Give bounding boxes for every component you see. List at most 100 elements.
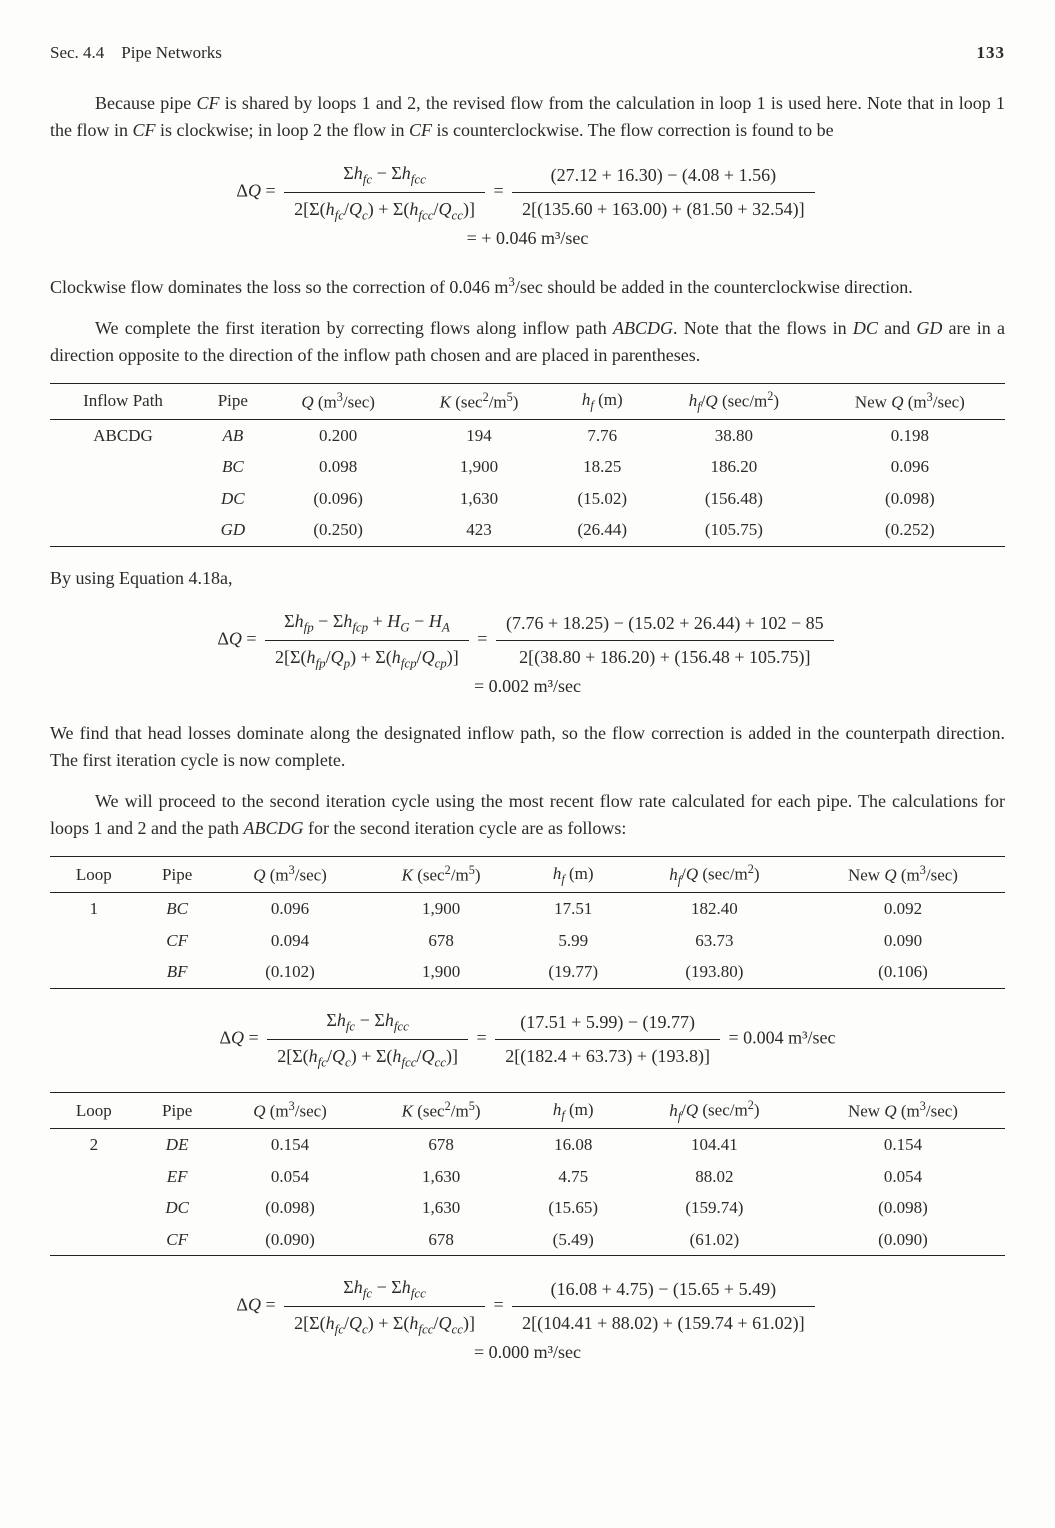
table-cell: 678: [364, 925, 519, 957]
col-q: Q (m3/sec): [270, 383, 407, 419]
col-k: K (sec2/m5): [407, 383, 552, 419]
eq1-den: 2[(135.60 + 163.00) + (81.50 + 32.54)]: [512, 193, 814, 223]
paragraph-2: Clockwise flow dominates the loss so the…: [50, 272, 1005, 301]
table-cell: GD: [196, 514, 270, 546]
table-cell: 17.51: [519, 893, 628, 925]
table-cell: [50, 1192, 138, 1224]
table-cell: 104.41: [628, 1129, 801, 1161]
table-cell: 0.092: [801, 893, 1005, 925]
table-row: EF0.0541,6304.7588.020.054: [50, 1161, 1005, 1193]
table-cell: 0.094: [217, 925, 364, 957]
table-cell: 0.154: [801, 1129, 1005, 1161]
table-cell: 88.02: [628, 1161, 801, 1193]
col-loop: Loop: [50, 1092, 138, 1128]
table-cell: DE: [138, 1129, 217, 1161]
table-cell: CF: [138, 1224, 217, 1256]
col-hf: hf (m): [519, 1092, 628, 1128]
col-hfq: hf/Q (sec/m2): [628, 1092, 801, 1128]
table-cell: (0.102): [217, 956, 364, 988]
table-cell: ABCDG: [50, 419, 196, 451]
table-cell: [50, 514, 196, 546]
table-cell: 5.99: [519, 925, 628, 957]
table-cell: 7.76: [551, 419, 653, 451]
table-row: CF(0.090)678(5.49)(61.02)(0.090): [50, 1224, 1005, 1256]
paragraph-5: We find that head losses dominate along …: [50, 720, 1005, 774]
col-newq: New Q (m3/sec): [815, 383, 1005, 419]
table-row: BC0.0981,90018.25186.200.096: [50, 451, 1005, 483]
col-pipe: Pipe: [138, 856, 217, 892]
table-header-row: Loop Pipe Q (m3/sec) K (sec2/m5) hf (m) …: [50, 1092, 1005, 1128]
table-cell: [50, 925, 138, 957]
table-cell: 1,630: [364, 1161, 519, 1193]
table-cell: 0.054: [801, 1161, 1005, 1193]
col-newq: New Q (m3/sec): [801, 856, 1005, 892]
table-cell: 18.25: [551, 451, 653, 483]
table-cell: [50, 483, 196, 515]
equation-3: ΔQ = Σhfc − Σhfcc 2[Σ(hfc/Qc) + Σ(hfcc/Q…: [50, 1007, 1005, 1072]
table-cell: EF: [138, 1161, 217, 1193]
table-cell: (61.02): [628, 1224, 801, 1256]
col-loop: Loop: [50, 856, 138, 892]
eq4-num: (16.08 + 4.75) − (15.65 + 5.49): [512, 1276, 814, 1307]
table-cell: (0.250): [270, 514, 407, 546]
table-cell: (0.090): [801, 1224, 1005, 1256]
table-cell: CF: [138, 925, 217, 957]
paragraph-6: We will proceed to the second iteration …: [50, 788, 1005, 842]
table-cell: 63.73: [628, 925, 801, 957]
table-cell: DC: [196, 483, 270, 515]
equation-4: ΔQ = Σhfc − Σhfcc 2[Σ(hfc/Qc) + Σ(hfcc/Q…: [50, 1274, 1005, 1366]
table-cell: (193.80): [628, 956, 801, 988]
col-k: K (sec2/m5): [364, 1092, 519, 1128]
table-cell: (19.77): [519, 956, 628, 988]
table-cell: 16.08: [519, 1129, 628, 1161]
table-cell: [50, 1224, 138, 1256]
equation-1: ΔQ = Σhfc − Σhfcc 2[Σ(hfc/Qc) + Σ(hfcc/Q…: [50, 160, 1005, 252]
paragraph-4: By using Equation 4.18a,: [50, 565, 1005, 592]
table-row: ABCDGAB0.2001947.7638.800.198: [50, 419, 1005, 451]
table-cell: (15.02): [551, 483, 653, 515]
table-cell: (0.098): [801, 1192, 1005, 1224]
table-cell: 0.200: [270, 419, 407, 451]
table-cell: 678: [364, 1224, 519, 1256]
table-cell: 186.20: [653, 451, 814, 483]
table-cell: [50, 1161, 138, 1193]
table-cell: (26.44): [551, 514, 653, 546]
table-cell: (0.106): [801, 956, 1005, 988]
table-cell: (0.098): [217, 1192, 364, 1224]
table-cell: BF: [138, 956, 217, 988]
paragraph-1: Because pipe CF is shared by loops 1 and…: [50, 90, 1005, 144]
section-num: Sec. 4.4: [50, 43, 104, 62]
eq1-result: = + 0.046 m³/sec: [467, 228, 589, 248]
table-loop2: Loop Pipe Q (m3/sec) K (sec2/m5) hf (m) …: [50, 1092, 1005, 1256]
table-row: 2DE0.15467816.08104.410.154: [50, 1129, 1005, 1161]
table-cell: 1,630: [364, 1192, 519, 1224]
table-cell: 423: [407, 514, 552, 546]
section-label: Sec. 4.4 Pipe Networks: [50, 40, 222, 66]
page-number: 133: [977, 40, 1006, 66]
table-row: 1BC0.0961,90017.51182.400.092: [50, 893, 1005, 925]
col-q: Q (m3/sec): [217, 856, 364, 892]
table-row: BF(0.102)1,900(19.77)(193.80)(0.106): [50, 956, 1005, 988]
col-q: Q (m3/sec): [217, 1092, 364, 1128]
eq2-den: 2[(38.80 + 186.20) + (156.48 + 105.75)]: [496, 641, 834, 671]
eq2-result: = 0.002 m³/sec: [474, 676, 581, 696]
eq3-result: = 0.004 m³/sec: [728, 1027, 835, 1047]
table-cell: (0.098): [815, 483, 1005, 515]
paragraph-3: We complete the first iteration by corre…: [50, 315, 1005, 369]
col-newq: New Q (m3/sec): [801, 1092, 1005, 1128]
table-cell: 0.090: [801, 925, 1005, 957]
eq4-result: = 0.000 m³/sec: [474, 1342, 581, 1362]
eq3-num: (17.51 + 5.99) − (19.77): [495, 1009, 720, 1040]
table-cell: 1,900: [364, 893, 519, 925]
table-cell: 0.098: [270, 451, 407, 483]
table-cell: (5.49): [519, 1224, 628, 1256]
eq1-num: (27.12 + 16.30) − (4.08 + 1.56): [512, 162, 814, 193]
table-cell: [50, 451, 196, 483]
table-cell: (105.75): [653, 514, 814, 546]
col-hfq: hf/Q (sec/m2): [628, 856, 801, 892]
table-cell: 1: [50, 893, 138, 925]
table-cell: 0.054: [217, 1161, 364, 1193]
col-hfq: hf/Q (sec/m2): [653, 383, 814, 419]
col-pipe: Pipe: [196, 383, 270, 419]
table-row: CF0.0946785.9963.730.090: [50, 925, 1005, 957]
